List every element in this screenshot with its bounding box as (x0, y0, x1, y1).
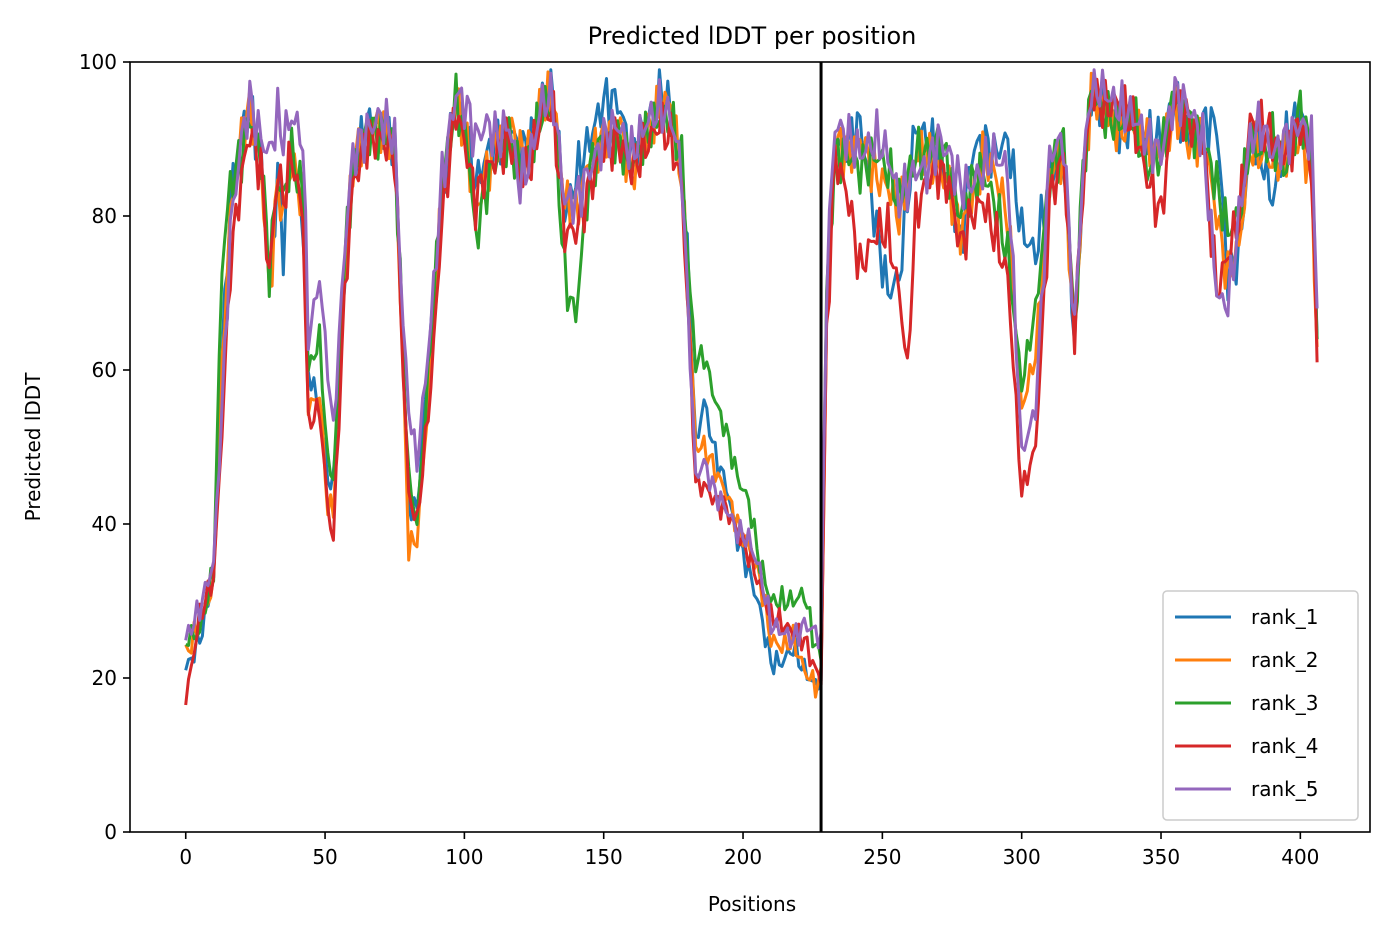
y-tick-label: 60 (92, 358, 117, 382)
y-tick-label: 20 (92, 666, 117, 690)
y-tick-label: 40 (92, 512, 117, 536)
legend-label-rank_5: rank_5 (1251, 777, 1318, 801)
x-tick-label: 150 (585, 845, 623, 869)
y-axis-label: Predicted lDDT (21, 372, 45, 522)
x-tick-label: 350 (1142, 845, 1180, 869)
y-tick-label: 0 (104, 820, 117, 844)
x-axis-label: Positions (708, 892, 796, 916)
x-tick-label: 400 (1281, 845, 1319, 869)
plot-area (129, 61, 1371, 833)
y-axis: 0 20 40 60 80 100 (79, 50, 130, 844)
y-tick-label: 100 (79, 50, 117, 74)
y-tick-label: 80 (92, 204, 117, 228)
x-tick-label: 100 (445, 845, 483, 869)
legend-box (1162, 590, 1359, 821)
legend-label-rank_2: rank_2 (1251, 648, 1318, 672)
legend-label-rank_4: rank_4 (1251, 734, 1318, 758)
x-tick-label: 300 (1003, 845, 1041, 869)
plot-frame (129, 61, 1371, 833)
legend-label-rank_3: rank_3 (1251, 691, 1318, 715)
legend: rank_1 rank_2 rank_3 rank_4 rank_5 (1162, 590, 1359, 821)
chart-title: Predicted lDDT per position (588, 22, 917, 50)
x-tick-label: 0 (179, 845, 192, 869)
legend-label-rank_1: rank_1 (1251, 605, 1318, 629)
x-axis: 0 50 100 150 200 250 300 350 400 (179, 832, 1319, 869)
x-tick-label: 200 (724, 845, 762, 869)
x-tick-label: 250 (863, 845, 901, 869)
series-line-rank_5 (184, 68, 1319, 650)
x-tick-label: 50 (312, 845, 337, 869)
